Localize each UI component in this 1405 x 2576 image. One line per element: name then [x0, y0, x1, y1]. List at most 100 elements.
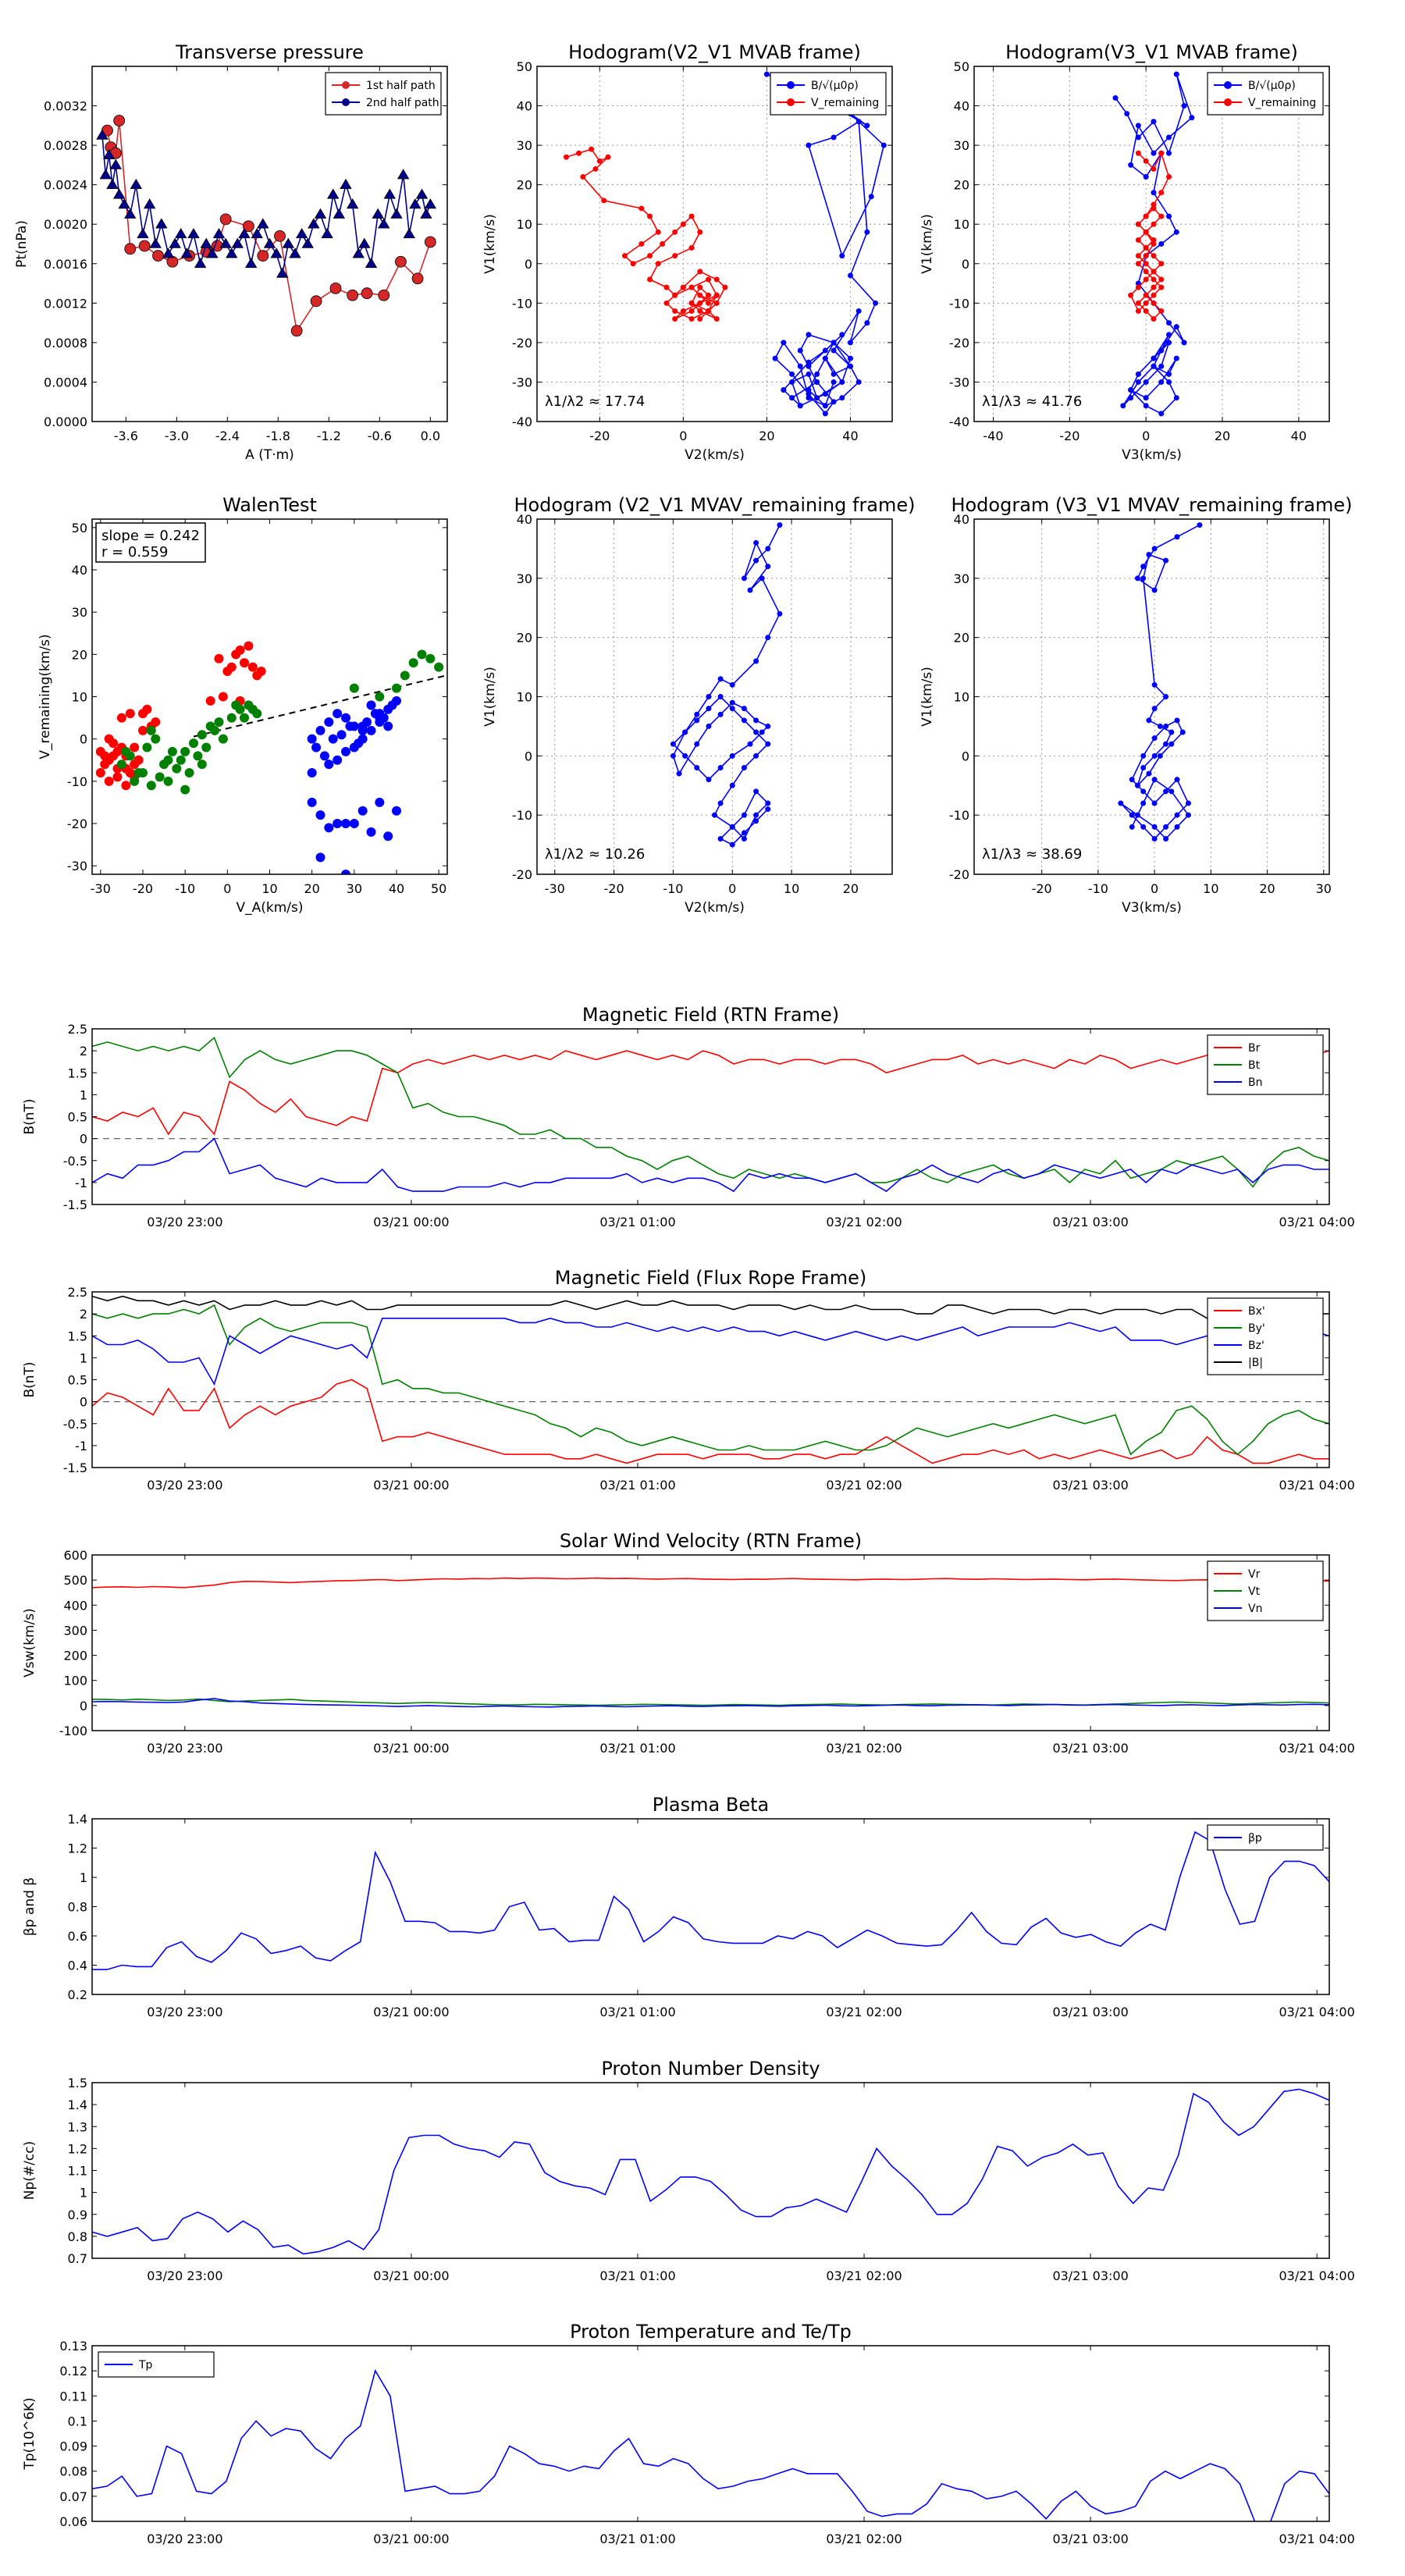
data-point	[116, 713, 126, 723]
data-point	[1140, 824, 1147, 830]
legend-label: Vn	[1248, 1603, 1262, 1615]
legend-box	[325, 72, 442, 116]
data-point	[290, 325, 303, 337]
data-point	[424, 236, 436, 248]
chart-title: Magnetic Field (Flux Rope Frame)	[555, 1267, 866, 1289]
data-point	[753, 717, 759, 724]
chart-title: Magnetic Field (RTN Frame)	[582, 1004, 839, 1026]
data-point	[729, 782, 735, 788]
data-point	[806, 395, 812, 401]
magnetic_field_rtn-panel: -1.5 -1 -0.5 0 0.5 1 1.5 2 2.5 03/20 23:00 03/21 0…	[22, 1004, 1355, 1229]
data-point	[113, 115, 126, 126]
y-tick-label: 40	[72, 563, 87, 578]
data-point	[747, 587, 753, 593]
x-tick-label: 03/21 00:00	[373, 1741, 449, 1756]
data-point	[806, 332, 812, 338]
y-tick-label: 1	[80, 1087, 87, 1102]
data-point	[705, 300, 711, 306]
y-tick-label: 1.4	[68, 1812, 87, 1827]
legend: Vr Vt Vn	[1207, 1560, 1324, 1621]
data-point	[1140, 575, 1147, 582]
data-point	[244, 641, 254, 651]
data-point	[1135, 308, 1141, 314]
data-point	[1168, 729, 1175, 735]
y-tick-label: 10	[72, 690, 87, 705]
legend-label: Bz'	[1248, 1340, 1264, 1352]
data-point	[197, 730, 207, 740]
data-point	[753, 812, 759, 818]
legend-label: V_remaining	[1248, 97, 1316, 109]
data-point	[1143, 261, 1149, 267]
data-point	[688, 300, 695, 306]
data-point	[155, 218, 168, 229]
data-point	[1163, 723, 1169, 729]
y-tick-label: 0	[525, 749, 532, 763]
x-tick-label: 03/20 23:00	[147, 2532, 222, 2546]
data-point	[151, 717, 161, 727]
legend: Tp	[98, 2351, 215, 2378]
data-point	[1166, 134, 1172, 141]
data-point	[765, 806, 771, 813]
data-point	[1181, 103, 1187, 109]
y-tick-label: 0.6	[68, 1929, 87, 1944]
data-point	[375, 797, 385, 807]
legend-label: Vt	[1248, 1585, 1261, 1598]
legend: B/√(μ0ρ) V_remaining	[770, 72, 887, 116]
plot-area	[92, 2369, 1329, 2521]
data-point	[1151, 253, 1157, 259]
chart-title: WalenTest	[222, 494, 317, 516]
data-point	[694, 741, 700, 747]
data-point	[1166, 150, 1172, 156]
data-point	[1163, 788, 1169, 795]
y-tick-label: 30	[517, 571, 532, 586]
data-point	[663, 284, 670, 290]
x-tick-label: 03/21 01:00	[599, 2005, 675, 2019]
data-point	[814, 379, 820, 385]
legend-label: Br	[1248, 1042, 1261, 1055]
data-point	[1140, 765, 1147, 770]
data-point	[392, 683, 401, 693]
data-point	[324, 760, 334, 770]
y-tick-label: 20	[954, 178, 969, 193]
data-point	[109, 158, 123, 169]
data-point	[596, 158, 603, 164]
data-point	[713, 276, 720, 283]
y-tick-label: 0.5	[68, 1373, 87, 1388]
x-tick-label: 03/21 04:00	[1279, 2005, 1354, 2019]
data-point	[1197, 522, 1203, 528]
data-point	[1157, 753, 1163, 759]
data-point	[1166, 332, 1172, 338]
y-tick-label: 0.1	[68, 2414, 87, 2428]
data-point	[601, 197, 607, 204]
data-point	[1181, 340, 1187, 346]
data-point	[289, 247, 301, 258]
data-point	[1151, 824, 1158, 830]
proton_temperature-panel: 0.06 0.07 0.08 0.09 0.1 0.11 0.12 0.13 03/20 23:…	[22, 2321, 1355, 2546]
series-line-2	[92, 1137, 1329, 1193]
data-point	[341, 870, 350, 874]
data-point	[781, 387, 787, 393]
y-tick-label: 20	[72, 647, 87, 662]
y-tick-label: 0.0028	[44, 138, 87, 153]
legend-box	[1207, 72, 1324, 116]
data-point	[366, 700, 376, 710]
data-point	[672, 316, 678, 322]
data-point	[372, 208, 384, 219]
data-point	[1140, 800, 1147, 806]
data-point	[1151, 284, 1157, 290]
data-point	[1143, 379, 1149, 385]
data-point	[321, 228, 333, 239]
data-point	[680, 308, 686, 314]
eigenvalue-annotation: λ1/λ3 ≈ 38.69	[982, 846, 1082, 863]
data-point	[729, 824, 735, 830]
data-point	[1120, 403, 1126, 409]
y-tick-label: -10	[949, 808, 969, 823]
eigenvalue-annotation: λ1/λ3 ≈ 41.76	[982, 393, 1082, 410]
data-point	[1135, 237, 1141, 243]
data-point	[403, 228, 415, 239]
data-point	[1151, 300, 1157, 306]
x-tick-label: -20	[133, 881, 153, 896]
data-point	[1151, 241, 1157, 247]
x-tick-label: 03/21 01:00	[599, 2268, 675, 2283]
y-tick-label: 0	[80, 1699, 87, 1713]
